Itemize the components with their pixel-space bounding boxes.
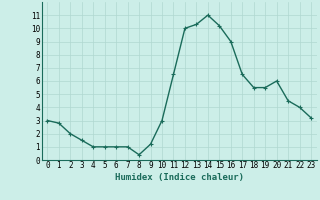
X-axis label: Humidex (Indice chaleur): Humidex (Indice chaleur) xyxy=(115,173,244,182)
